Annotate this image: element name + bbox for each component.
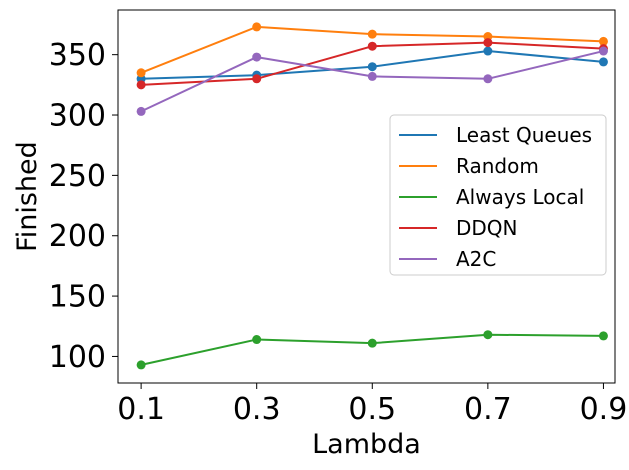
data-point	[483, 330, 493, 340]
plot-area	[136, 22, 608, 370]
data-point	[598, 36, 608, 46]
data-point	[136, 360, 146, 370]
y-tick-label: 300	[49, 99, 106, 134]
axes: 0.1 0.3 0.5 0.7 0.9 100 150 200 250 300 350 Lambda F…	[12, 9, 628, 460]
data-point	[598, 331, 608, 341]
legend-label-0: Least Queues	[456, 123, 592, 147]
data-point	[252, 335, 262, 345]
x-tick-label: 0.3	[233, 392, 281, 427]
x-tick-label: 0.5	[348, 392, 396, 427]
data-point	[367, 62, 377, 72]
x-tick-label: 0.1	[117, 392, 165, 427]
legend-label-1: Random	[456, 154, 539, 178]
data-point	[367, 41, 377, 51]
data-point	[367, 29, 377, 39]
data-point	[252, 52, 262, 62]
data-point	[483, 46, 493, 56]
y-tick-label: 150	[49, 280, 106, 315]
data-point	[136, 106, 146, 116]
data-point	[367, 338, 377, 348]
legend-label-3: DDQN	[456, 216, 518, 240]
y-tick-label: 250	[49, 159, 106, 194]
x-tick-label: 0.7	[464, 392, 512, 427]
data-point	[598, 46, 608, 56]
legend-box	[389, 114, 607, 276]
x-axis-label: Lambda	[312, 429, 421, 460]
x-tick-label: 0.9	[580, 392, 628, 427]
y-tick-label: 100	[49, 340, 106, 375]
data-point	[252, 74, 262, 84]
data-point	[598, 57, 608, 67]
legend-label-2: Always Local	[456, 185, 584, 209]
y-tick-label: 200	[49, 219, 106, 254]
data-point	[483, 38, 493, 48]
data-point	[483, 74, 493, 84]
data-point	[136, 80, 146, 90]
data-point	[252, 22, 262, 32]
y-axis-label: Finished	[12, 141, 43, 252]
legend-label-4: A2C	[456, 247, 496, 271]
data-point	[136, 68, 146, 78]
legend: Least Queues Random Always Local DDQN A2C	[389, 114, 607, 276]
axes-frame	[117, 9, 616, 384]
y-tick-label: 350	[49, 38, 106, 73]
data-point	[367, 71, 377, 81]
